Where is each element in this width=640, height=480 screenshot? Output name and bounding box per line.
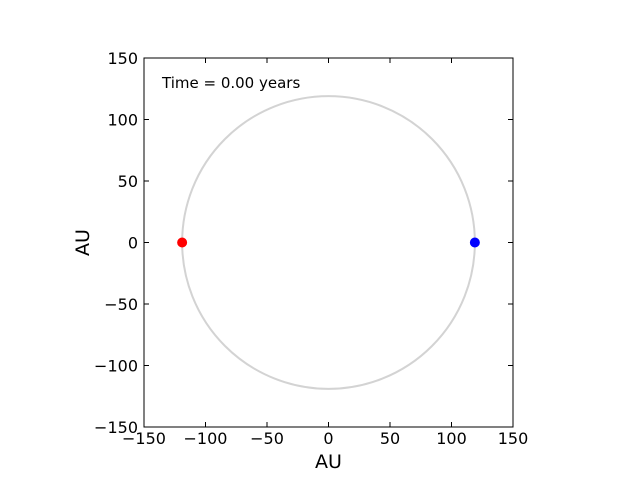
points-layer (177, 237, 480, 248)
y-tick-label: 50 (118, 172, 138, 191)
x-tick-label: −50 (250, 429, 284, 448)
time-annotation: Time = 0.00 years (161, 74, 300, 92)
body-point-1 (177, 237, 188, 248)
axes-frame (143, 57, 514, 428)
y-tick-label: −100 (94, 357, 138, 376)
body-point-2 (469, 237, 480, 248)
x-tick-label: 0 (323, 429, 333, 448)
x-tick-label: 150 (498, 429, 529, 448)
y-tick-label: 100 (107, 111, 138, 130)
x-tick-label: −150 (122, 429, 166, 448)
y-tick-label: 150 (107, 49, 138, 68)
y-tick-label: 0 (128, 234, 138, 253)
x-tick-label: −100 (184, 429, 228, 448)
x-axis-label: AU (315, 451, 342, 473)
y-tick-label: −150 (94, 418, 138, 437)
x-tick-label: 100 (436, 429, 467, 448)
ticks-layer: −150 −100 −50 0 50 100 150 −150 −100 −50 0 50 100 150 (94, 49, 528, 448)
y-axis-label: AU (72, 229, 94, 256)
orbit-path (181, 95, 476, 390)
x-tick-label: 50 (380, 429, 400, 448)
orbit-layer (181, 95, 476, 390)
y-tick-label: −50 (104, 295, 138, 314)
